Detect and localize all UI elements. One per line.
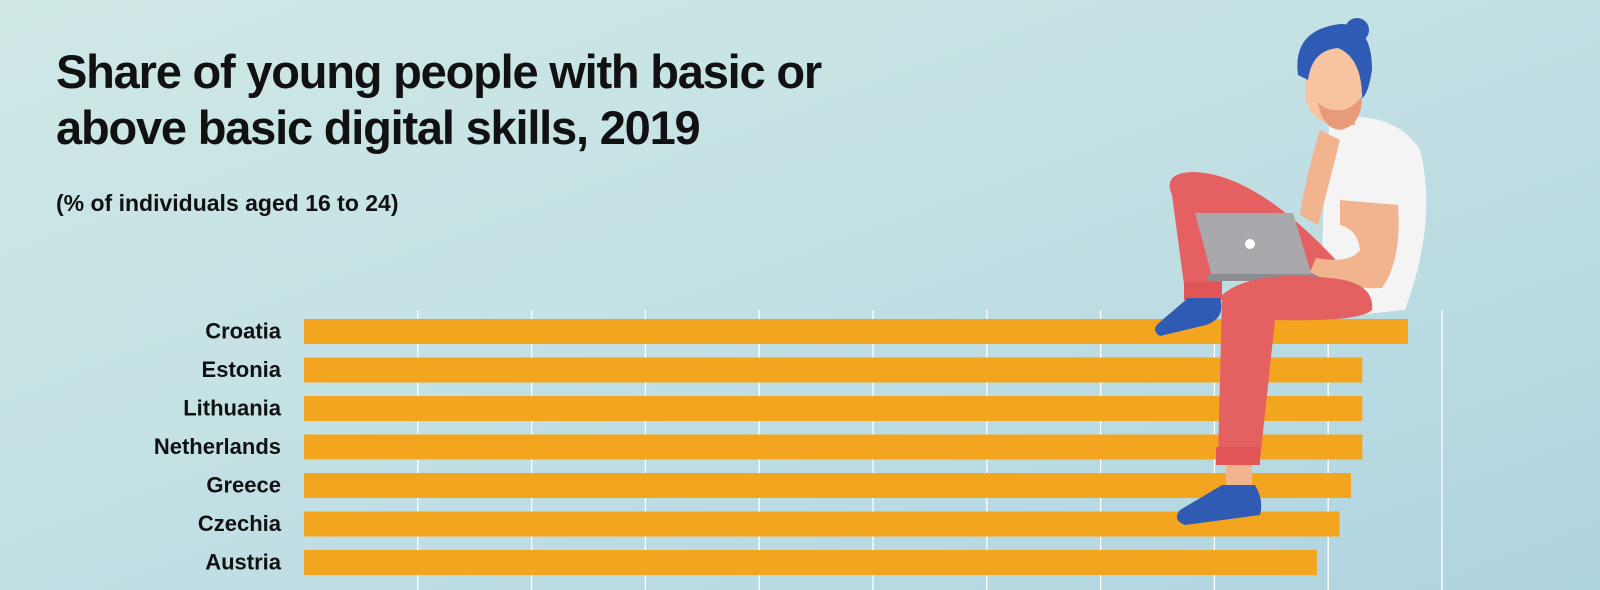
- bar-czechia: [304, 511, 1340, 537]
- category-labels: Croatia Estonia Lithuania Netherlands Greece…: [154, 319, 282, 575]
- shoe-upper: [1155, 298, 1222, 336]
- chart-subtitle: (% of individuals aged 16 to 24): [56, 190, 399, 216]
- shoe-lower: [1176, 485, 1262, 525]
- laptop-logo: [1245, 239, 1255, 249]
- beard: [1318, 96, 1362, 130]
- chart-title: Share of young people with basic or abov…: [56, 45, 822, 154]
- category-label: Netherlands: [154, 434, 281, 459]
- bar-netherlands: [304, 434, 1363, 460]
- bar-greece: [304, 473, 1351, 498]
- hair-bun: [1345, 18, 1369, 42]
- category-label: Austria: [205, 550, 282, 575]
- category-label: Croatia: [205, 319, 282, 344]
- ankle: [1226, 465, 1252, 487]
- category-label: Lithuania: [183, 396, 282, 421]
- category-label: Czechia: [198, 511, 282, 536]
- face: [1305, 37, 1362, 124]
- bar-lithuania: [304, 396, 1363, 421]
- category-label: Estonia: [202, 357, 282, 382]
- hair: [1297, 24, 1372, 98]
- arm-back: [1300, 130, 1340, 225]
- arm-front: [1310, 200, 1399, 289]
- leg-lower-thigh: [1218, 276, 1373, 460]
- category-label: Greece: [206, 473, 281, 498]
- leg-lower-cuff: [1216, 447, 1260, 465]
- bar-austria: [304, 550, 1317, 575]
- leg-raised-cuff: [1184, 282, 1222, 300]
- bar-estonia: [304, 357, 1363, 383]
